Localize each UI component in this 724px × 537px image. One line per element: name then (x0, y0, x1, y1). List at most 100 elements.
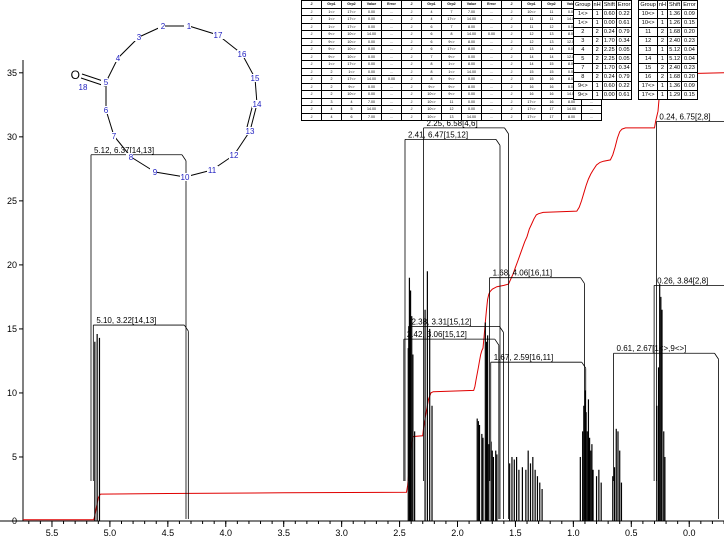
table-row: J 4 6 7.00... J 10<> 13 14.00... J 17<> 17 8.00... (301, 112, 602, 121)
coupling-table-cell: 8.00 (461, 22, 482, 31)
coupling-table-cell: J (401, 7, 422, 16)
shift-table-cell: 0.05 (615, 45, 633, 55)
coupling-table-cell: 14 (541, 52, 562, 61)
shift-table-cell: 0.23 (681, 63, 698, 73)
coupling-table-cell: 2 (321, 75, 342, 84)
annotation-label: 1.68, 4.06[16,11] (493, 269, 552, 278)
coupling-table-cell: J (501, 45, 522, 54)
shift-table-cell: 0.00 (601, 90, 617, 100)
coupling-table-cell: J (401, 22, 422, 31)
coupling-table-cell: 8 (421, 67, 442, 76)
coupling-table-cell: 14.00 (361, 105, 382, 114)
coupling-table-cell: J (501, 67, 522, 76)
table-row: 9<> 1 0.00 0.61 17<> 1 1.29 0.15 (573, 90, 698, 100)
shift-table-cell: 1 (656, 45, 669, 55)
coupling-table-cell: 9<> (441, 52, 462, 61)
coupling-table-header: J (401, 0, 422, 9)
coupling-table-cell: 17<> (341, 22, 362, 31)
x-tick-label: 1.0 (567, 528, 580, 537)
coupling-table-header: J (301, 0, 322, 9)
coupling-table-cell: J (301, 60, 322, 69)
shift-table-cell: 2 (591, 27, 603, 37)
coupling-table-cell: 0.00 (361, 22, 382, 31)
coupling-table-cell: 17<> (521, 112, 542, 121)
shift-table-cell: 0.04 (681, 54, 698, 64)
coupling-table-cell: 9<> (421, 82, 442, 91)
shift-table-cell: 8 (573, 72, 593, 82)
table-row: 7 2 1.70 0.34 15 2 2.40 0.23 (573, 63, 698, 73)
coupling-table-header: Grp2 (341, 0, 362, 9)
coupling-table-cell: ... (481, 82, 502, 91)
coupling-table-cell: J (501, 75, 522, 84)
y-tick-label: 30 (7, 132, 17, 142)
coupling-table-cell: 8.00 (461, 82, 482, 91)
coupling-table-cell: J (301, 52, 322, 61)
coupling-table-cell: 16 (541, 97, 562, 106)
coupling-table-cell: 10<> (421, 105, 442, 114)
coupling-table-cell: J (401, 30, 422, 39)
atom-label-bg (78, 83, 89, 91)
coupling-table-cell: ... (381, 105, 402, 114)
coupling-table-cell: 14.00 (361, 75, 382, 84)
annotation-label: 5.10, 3.22[14,13] (96, 316, 156, 325)
y-tick-label: 15 (7, 324, 17, 334)
table-row: 5 2 2.25 0.05 14 1 5.12 0.04 (573, 54, 698, 64)
coupling-table-cell: J (501, 7, 522, 16)
coupling-table-cell: 10<> (341, 30, 362, 39)
atom-label-bg (109, 132, 116, 140)
atom-number: 7 (112, 132, 117, 141)
annotation-label: 2.42, 3.06[15,12] (407, 330, 467, 339)
coupling-table-cell: 9<> (321, 52, 342, 61)
coupling-table-cell: 4 (421, 15, 442, 24)
coupling-table-cell: 17<> (521, 97, 542, 106)
atom-number: 14 (253, 100, 262, 109)
shift-table-cell: 11 (638, 27, 658, 37)
coupling-table-header: Grp1 (321, 0, 342, 9)
annotation-label: 0.26, 3.84[2,8] (657, 276, 708, 285)
shift-table-cell: 7 (573, 63, 593, 73)
table-row: 4 2 2.25 0.05 13 1 5.12 0.04 (573, 45, 698, 55)
coupling-table-cell: 0.00 (461, 90, 482, 99)
shift-table-header: Error (681, 0, 698, 10)
coupling-table-header: Error (481, 0, 502, 9)
shift-table-cell: 2.25 (601, 45, 617, 55)
annotation-leader (581, 361, 587, 369)
atom-label-bg (184, 22, 191, 30)
coupling-table-cell: 14.00 (561, 105, 582, 114)
shift-table-cell: 2 (656, 36, 669, 46)
atom-number: 5 (104, 78, 109, 87)
coupling-table-cell: ... (481, 15, 502, 24)
coupling-table-cell: ... (381, 52, 402, 61)
atom-label-bg (237, 50, 248, 58)
coupling-table-cell: 0.00 (361, 60, 382, 69)
coupling-table-cell: J (401, 60, 422, 69)
coupling-table-cell: J (301, 7, 322, 16)
coupling-table-cell: 16 (541, 90, 562, 99)
atom-number: 17 (214, 31, 223, 40)
shift-table-cell: 1.68 (667, 27, 683, 37)
coupling-table-cell: J (301, 82, 322, 91)
annotation-label: 2.41, 6.47[15,12] (408, 130, 468, 139)
atom-label-bg (207, 166, 218, 174)
coupling-table-cell: 14.00 (361, 30, 382, 39)
table-row: 1<> 1 0.60 0.22 10<> 1 1.36 0.09 (573, 9, 698, 19)
coupling-table-cell: J (301, 22, 322, 31)
annotation-leader (580, 277, 585, 284)
coupling-table-cell: 16 (521, 90, 542, 99)
coupling-table-cell: ... (481, 52, 502, 61)
shift-table-header: Shift (667, 0, 683, 10)
coupling-table-cell: ... (381, 97, 402, 106)
coupling-table-header: Value (461, 0, 482, 9)
coupling-table-cell: 9<> (341, 82, 362, 91)
atom-number: 6 (104, 106, 109, 115)
shift-table-cell: 5 (573, 54, 593, 64)
shift-table-cell: 0.20 (681, 72, 698, 82)
coupling-table-cell: ... (481, 97, 502, 106)
coupling-table-cell: 8 (421, 75, 442, 84)
table-row: J 3 4 7.00... J 10<> 11 0.00... J 17<> 16 8.00... (301, 97, 602, 106)
coupling-table-cell: 9<> (321, 45, 342, 54)
coupling-table-cell: 13 (541, 37, 562, 46)
atom-label-bg (245, 127, 256, 135)
x-tick-label: 2.0 (451, 528, 464, 537)
